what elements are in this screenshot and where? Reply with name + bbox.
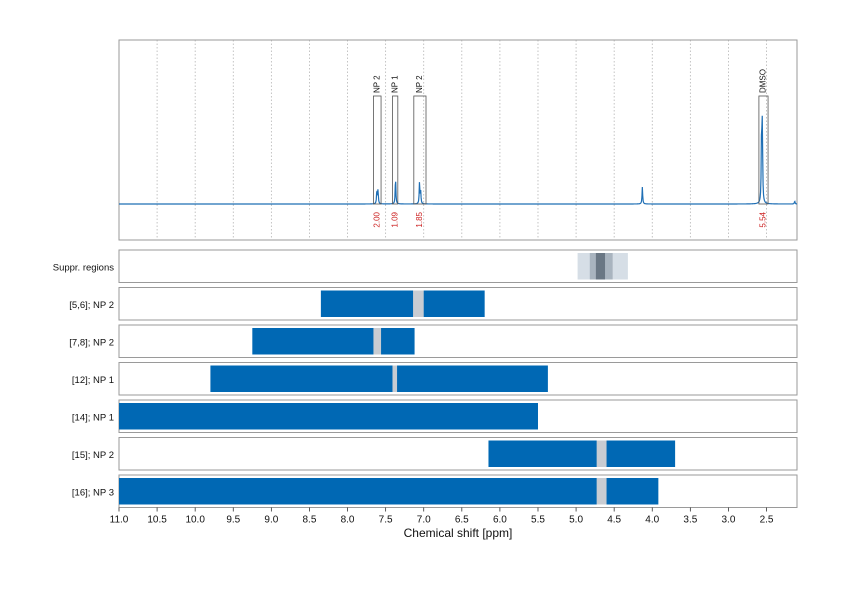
- peak-label: NP 2: [372, 75, 381, 93]
- excluded-gap: [373, 328, 382, 355]
- row-label: [5,6]; NP 2: [69, 300, 114, 311]
- spectrum-panel: NP 2 2.00 NP 1 1.09 NP 2 1.85 DMSO 5.54: [118, 39, 798, 241]
- integration-box: [373, 95, 382, 205]
- x-tick-label: 7.5: [379, 515, 393, 526]
- range-bar: [320, 290, 485, 317]
- range-bar: [119, 478, 659, 505]
- integral-label: 2.00: [372, 211, 381, 227]
- x-tick-label: 3.0: [721, 515, 735, 526]
- x-tick-label: 4.0: [645, 515, 659, 526]
- x-tick-label: 9.0: [264, 515, 278, 526]
- x-tick-label: 9.5: [226, 515, 240, 526]
- x-tick-label: 10.5: [147, 515, 167, 526]
- peak-label: DMSO: [759, 69, 768, 93]
- grid-lines: [118, 40, 767, 240]
- integration-box: [392, 95, 399, 205]
- x-tick-label: 6.0: [493, 515, 507, 526]
- x-axis: 11.0 10.5 10.0 9.5 9.0 8.5 8.0 7.5 7.0 6.5 6.0 5.5 5…: [110, 507, 774, 526]
- excluded-gap: [413, 290, 424, 317]
- integral-label: 1.85: [415, 211, 424, 227]
- range-rows: Suppr. regions [5,6]; NP 2 [7,8]; NP 2 [12]…: [53, 249, 798, 508]
- x-axis-label: Chemical shift [ppm]: [404, 526, 513, 540]
- x-tick-label: 11.0: [110, 515, 129, 526]
- x-tick-label: 5.5: [531, 515, 545, 526]
- range-bar: [119, 403, 538, 430]
- x-tick-label: 8.0: [341, 515, 355, 526]
- range-bar: [252, 328, 415, 355]
- excluded-gap: [596, 478, 607, 505]
- x-tick-label: 8.5: [302, 515, 316, 526]
- range-bar: [210, 365, 548, 392]
- row-frame: [118, 324, 798, 358]
- excluded-gap: [596, 440, 607, 467]
- integral-label: 1.09: [390, 211, 399, 227]
- range-bar: [488, 440, 676, 467]
- peak-label: NP 1: [390, 75, 399, 93]
- row-label: [12]; NP 1: [72, 375, 114, 386]
- spectrum-frame: [118, 39, 798, 241]
- x-tick-label: 2.5: [760, 515, 774, 526]
- x-tick-label: 4.5: [607, 515, 621, 526]
- row-label: [7,8]; NP 2: [69, 337, 114, 348]
- x-tick-label: 6.5: [455, 515, 469, 526]
- x-tick-label: 10.0: [185, 515, 205, 526]
- row-label: [14]; NP 1: [72, 412, 114, 423]
- x-tick-label: 3.5: [683, 515, 697, 526]
- row-frame: [118, 249, 798, 283]
- row-label: [16]; NP 3: [72, 487, 114, 498]
- spectrum-line: [119, 115, 798, 205]
- peak-label: NP 2: [415, 75, 424, 93]
- integration-box: [758, 95, 769, 205]
- row-label: [15]; NP 2: [72, 450, 114, 461]
- suppression-band: [595, 253, 606, 280]
- x-tick-label: 5.0: [569, 515, 583, 526]
- integration-box: [413, 95, 427, 205]
- row-frame: [118, 437, 798, 471]
- row-label: Suppr. regions: [53, 262, 115, 273]
- excluded-gap: [392, 365, 398, 392]
- integral-label: 5.54: [759, 211, 768, 227]
- x-tick-label: 7.0: [417, 515, 431, 526]
